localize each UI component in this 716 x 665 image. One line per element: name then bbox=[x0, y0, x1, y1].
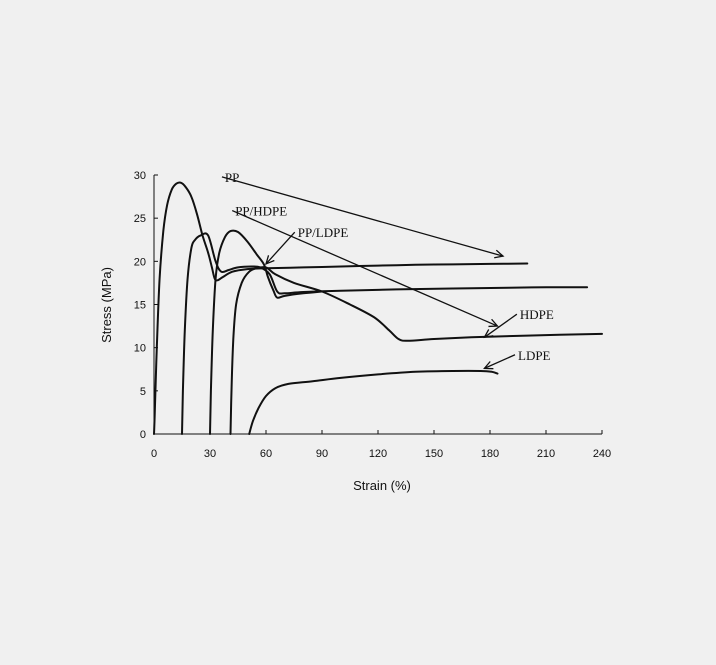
series-label-pp-hdpe: PP/HDPE bbox=[235, 204, 287, 219]
series-line-pp-hdpe bbox=[181, 232, 589, 435]
y-tick-label: 15 bbox=[134, 300, 146, 312]
x-tick-label: 240 bbox=[593, 448, 611, 460]
x-tick-label: 30 bbox=[204, 448, 216, 460]
arrowhead-pp-hdpe bbox=[488, 318, 499, 328]
series-lines bbox=[153, 181, 603, 435]
x-tick-label: 210 bbox=[537, 448, 555, 460]
series-line-pp-ldpe bbox=[209, 229, 323, 435]
y-tick-label: 25 bbox=[134, 213, 146, 225]
x-tick-label: 0 bbox=[151, 448, 157, 460]
y-ticks: 0 5 10 15 20 25 30 bbox=[134, 170, 158, 441]
series-arrows bbox=[221, 176, 518, 370]
leader-line-pp bbox=[221, 176, 504, 257]
y-tick-label: 10 bbox=[134, 343, 146, 355]
y-tick-label: 20 bbox=[134, 256, 146, 268]
series-labels: PP PP/HDPE PP/LDPE HDPE LDPE bbox=[225, 170, 554, 363]
y-tick-label: 0 bbox=[140, 429, 146, 441]
leader-line-ldpe bbox=[484, 354, 516, 369]
leader-line-hdpe bbox=[484, 313, 518, 338]
x-ticks: 0 30 60 90 120 150 180 210 240 bbox=[151, 430, 611, 460]
arrowhead-hdpe bbox=[483, 329, 494, 339]
x-tick-label: 180 bbox=[481, 448, 499, 460]
arrowhead-ldpe bbox=[483, 361, 494, 370]
series-label-hdpe: HDPE bbox=[520, 307, 554, 322]
x-tick-label: 60 bbox=[260, 448, 272, 460]
leader-line-pp-ldpe bbox=[265, 231, 296, 265]
series-label-ldpe: LDPE bbox=[518, 348, 551, 363]
series-label-pp-ldpe: PP/LDPE bbox=[298, 225, 349, 240]
y-tick-label: 5 bbox=[140, 386, 146, 398]
series-line-hdpe bbox=[229, 266, 603, 435]
x-tick-label: 90 bbox=[316, 448, 328, 460]
x-tick-label: 150 bbox=[425, 448, 443, 460]
series-label-pp: PP bbox=[225, 170, 239, 185]
x-axis-title: Strain (%) bbox=[353, 478, 411, 493]
x-tick-label: 120 bbox=[369, 448, 387, 460]
y-tick-label: 30 bbox=[134, 170, 146, 182]
leader-line-pp-hdpe bbox=[231, 209, 498, 327]
arrowhead-pp bbox=[494, 249, 505, 259]
arrowhead-pp-ldpe bbox=[264, 255, 275, 266]
series-line-ldpe bbox=[248, 369, 499, 435]
y-axis-title: Stress (MPa) bbox=[99, 267, 114, 343]
